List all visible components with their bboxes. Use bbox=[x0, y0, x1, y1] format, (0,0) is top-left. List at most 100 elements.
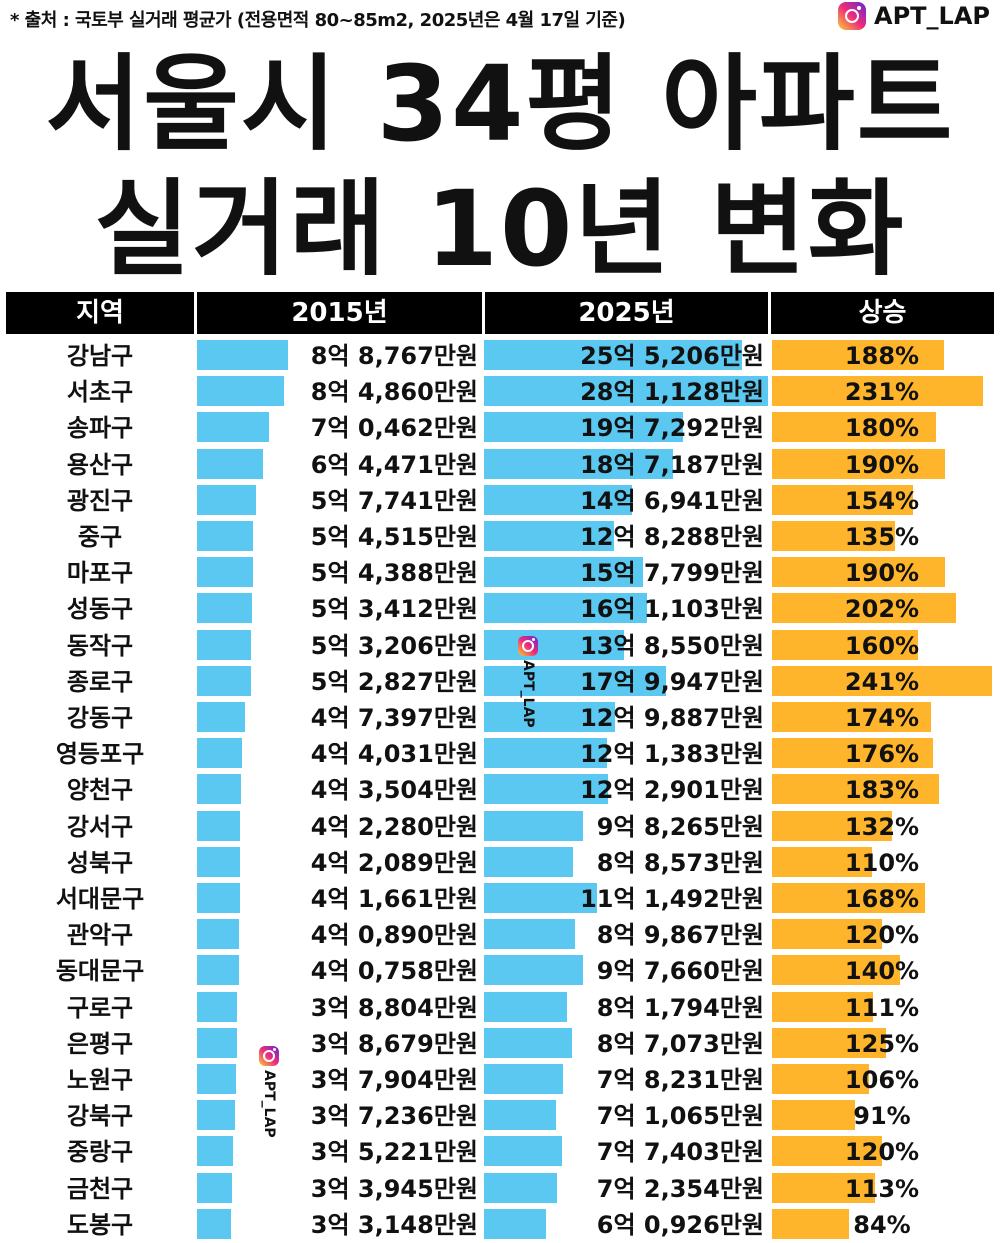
bar-rise bbox=[772, 738, 933, 769]
value-2025: 7억 7,403만원 bbox=[596, 1138, 764, 1167]
bar-2015 bbox=[197, 702, 245, 732]
column-header-rise: 상승 bbox=[858, 298, 907, 328]
value-2015: 3억 7,904만원 bbox=[310, 1066, 478, 1094]
rise-percent: 91% bbox=[853, 1102, 911, 1131]
value-2025: 15억 7,799만원 bbox=[580, 559, 764, 588]
rise-percent: 106% bbox=[844, 1066, 920, 1094]
bar-2015 bbox=[197, 1027, 237, 1058]
bar-2025 bbox=[484, 376, 768, 407]
region-label: 서대문구 bbox=[55, 885, 145, 913]
value-2015: 4억 2,280만원 bbox=[310, 812, 478, 841]
bar-rise bbox=[772, 340, 944, 370]
rise-percent: 190% bbox=[844, 450, 920, 479]
value-2025: 14억 6,941만원 bbox=[580, 486, 764, 515]
rise-percent: 188% bbox=[844, 342, 920, 370]
value-2025: 12억 2,901만원 bbox=[580, 776, 764, 805]
rise-percent: 154% bbox=[844, 486, 920, 515]
bar-rise bbox=[772, 810, 892, 841]
column-divider bbox=[482, 292, 485, 334]
rise-percent: 180% bbox=[844, 414, 920, 443]
bar-rise bbox=[772, 412, 936, 443]
value-2025: 11억 1,492만원 bbox=[580, 885, 764, 913]
value-2025: 28억 1,128만원 bbox=[580, 378, 764, 407]
value-2025: 18억 7,187만원 bbox=[580, 450, 764, 479]
value-2025: 8억 7,073만원 bbox=[596, 1029, 764, 1058]
bar-2025 bbox=[484, 846, 573, 877]
value-2015: 3억 8,804만원 bbox=[310, 993, 478, 1022]
value-2015: 3억 8,679만원 bbox=[310, 1029, 478, 1058]
bar-2015 bbox=[197, 774, 241, 805]
value-2015: 4억 0,890만원 bbox=[310, 921, 478, 950]
instagram-icon bbox=[838, 2, 866, 30]
bar-rise bbox=[772, 557, 945, 588]
bar-2025 bbox=[484, 1064, 563, 1094]
rise-percent: 110% bbox=[844, 848, 920, 877]
bar-rise bbox=[772, 629, 918, 660]
table-row: 중구 5억 4,515만원 12억 8,288만원 135% bbox=[0, 519, 1000, 555]
bar-2025 bbox=[484, 1100, 556, 1131]
region-label: 서초구 bbox=[66, 378, 134, 407]
bar-2015 bbox=[197, 1100, 235, 1131]
bar-rise bbox=[772, 448, 945, 479]
bar-rise bbox=[772, 1064, 869, 1094]
table-row: 서초구 8억 4,860만원 28억 1,128만원 231% bbox=[0, 374, 1000, 410]
rise-percent: 111% bbox=[844, 993, 920, 1022]
value-2015: 4억 1,661만원 bbox=[310, 885, 478, 913]
page-title-line1: 서울시 34평 아파트 bbox=[45, 43, 955, 165]
value-2025: 9억 7,660만원 bbox=[596, 957, 764, 986]
table-row: 강서구 4억 2,280만원 9억 8,265만원 132% bbox=[0, 809, 1000, 845]
bar-rise bbox=[772, 846, 872, 877]
region-label: 중구 bbox=[77, 523, 123, 551]
bar-2015 bbox=[197, 521, 253, 551]
region-label: 중랑구 bbox=[66, 1138, 134, 1167]
rise-percent: 241% bbox=[844, 667, 920, 696]
bar-rise bbox=[772, 919, 882, 950]
value-2015: 5억 7,741만원 bbox=[310, 486, 478, 515]
page-title-line2: 실거래 10년 변화 bbox=[94, 168, 906, 290]
bar-2025 bbox=[484, 738, 607, 769]
rise-percent: 113% bbox=[844, 1174, 920, 1203]
column-header-2025: 2025년 bbox=[578, 298, 675, 328]
rise-percent: 190% bbox=[844, 559, 920, 588]
value-2025: 25억 5,206만원 bbox=[580, 342, 764, 370]
rise-percent: 174% bbox=[844, 704, 920, 732]
bar-2015 bbox=[197, 376, 284, 407]
bar-2015 bbox=[197, 448, 263, 479]
table-row: 동대문구 4억 0,758만원 9억 7,660만원 140% bbox=[0, 953, 1000, 989]
rise-percent: 176% bbox=[844, 740, 920, 769]
bar-2025 bbox=[484, 883, 597, 913]
bar-2025 bbox=[484, 340, 742, 370]
column-header-region: 지역 bbox=[76, 298, 124, 328]
bar-2015 bbox=[197, 738, 242, 769]
bar-rise bbox=[772, 883, 925, 913]
region-label: 마포구 bbox=[66, 559, 134, 588]
bar-rise bbox=[772, 593, 956, 624]
rise-percent: 168% bbox=[844, 885, 920, 913]
value-2015: 4억 0,758만원 bbox=[310, 957, 478, 986]
bar-2015 bbox=[197, 412, 269, 443]
bar-rise bbox=[772, 1208, 849, 1239]
rise-percent: 183% bbox=[844, 776, 920, 805]
rise-percent: 140% bbox=[844, 957, 920, 986]
rise-percent: 135% bbox=[844, 523, 920, 551]
bar-2025 bbox=[484, 412, 683, 443]
value-2015: 3억 7,236만원 bbox=[310, 1102, 478, 1131]
bar-2015 bbox=[197, 1172, 232, 1203]
bar-rise bbox=[772, 991, 873, 1022]
bar-2025 bbox=[484, 1027, 572, 1058]
value-2025: 8억 9,867만원 bbox=[596, 921, 764, 950]
value-2015: 3억 3,148만원 bbox=[310, 1210, 478, 1239]
table-row: 구로구 3억 8,804만원 8억 1,794만원 111% bbox=[0, 990, 1000, 1026]
value-2015: 6억 4,471만원 bbox=[310, 450, 478, 479]
bar-2015 bbox=[197, 1208, 231, 1239]
table-row: 성동구 5억 3,412만원 16억 1,103만원 202% bbox=[0, 591, 1000, 627]
bar-2025 bbox=[484, 665, 666, 696]
bar-2015 bbox=[197, 846, 240, 877]
value-2025: 12억 9,887만원 bbox=[580, 704, 764, 732]
table-row: 종로구 5억 2,827만원 17억 9,947만원 241% bbox=[0, 664, 1000, 700]
bar-2025 bbox=[484, 557, 643, 588]
region-label: 용산구 bbox=[66, 450, 134, 479]
bar-rise bbox=[772, 484, 913, 515]
rise-percent: 120% bbox=[844, 1138, 920, 1167]
region-label: 은평구 bbox=[66, 1029, 134, 1058]
